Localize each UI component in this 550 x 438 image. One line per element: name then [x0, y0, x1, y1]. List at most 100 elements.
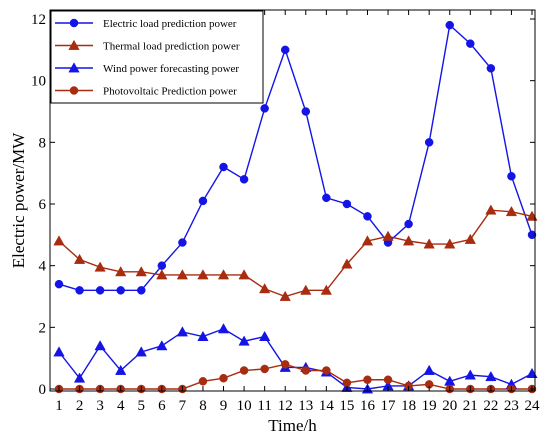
data-point	[300, 284, 312, 295]
data-point	[424, 138, 434, 147]
data-point	[115, 266, 127, 277]
x-tick-label: 6	[158, 398, 166, 414]
legend-entry-label: Photovoltaic Prediction power	[103, 86, 237, 98]
data-point	[137, 286, 146, 295]
data-point	[95, 286, 105, 295]
data-point	[116, 286, 125, 295]
data-point	[198, 377, 208, 386]
data-point	[361, 235, 374, 246]
data-point	[197, 330, 209, 341]
data-point	[73, 253, 86, 264]
legend-marker	[69, 86, 79, 95]
data-point	[444, 238, 456, 249]
data-point	[279, 290, 291, 301]
legend-marker	[68, 62, 80, 73]
y-tick-label: 8	[39, 135, 47, 151]
x-tick-label: 18	[401, 398, 416, 414]
data-point	[301, 366, 311, 375]
data-point	[445, 20, 454, 30]
data-point	[178, 238, 187, 247]
data-point	[404, 219, 413, 229]
legend-entry-label: Thermal load prediction power	[103, 41, 240, 53]
data-point	[402, 235, 415, 246]
data-point	[176, 269, 189, 280]
data-point	[239, 366, 249, 375]
data-point	[197, 269, 209, 280]
x-tick-label: 24	[525, 398, 541, 414]
data-point	[135, 346, 147, 357]
y-axis-label: Electric power/MW	[9, 132, 28, 268]
data-point	[176, 326, 189, 337]
y-tick-label: 2	[39, 320, 47, 336]
x-tick-label: 10	[237, 398, 252, 414]
y-tick-label: 4	[39, 259, 47, 275]
data-point	[54, 279, 64, 289]
x-tick-label: 20	[442, 398, 457, 414]
data-point	[280, 45, 290, 55]
data-point	[156, 340, 168, 351]
data-point	[301, 107, 311, 116]
plot-frame	[49, 9, 536, 392]
data-point	[239, 175, 249, 184]
data-point	[382, 230, 394, 241]
data-point	[527, 230, 537, 240]
data-point	[464, 233, 476, 244]
data-point	[156, 269, 168, 280]
x-tick-label: 15	[339, 398, 354, 414]
data-point	[322, 366, 331, 375]
series-line-4	[59, 363, 532, 390]
data-point	[342, 199, 352, 209]
x-tick-label: 12	[278, 398, 293, 414]
data-point	[115, 364, 127, 375]
data-point	[219, 162, 228, 172]
data-point	[280, 360, 290, 369]
x-tick-label: 7	[179, 398, 187, 414]
x-tick-label: 21	[463, 398, 478, 414]
legend-entry-label: Electric load prediction power	[103, 18, 237, 30]
legend-entry-label: Wind power forecasting power	[103, 63, 239, 75]
data-point	[259, 283, 271, 294]
data-point	[423, 238, 435, 249]
data-point	[466, 39, 475, 48]
series-line-2	[58, 209, 533, 298]
data-point	[75, 286, 84, 295]
y-tick-label: 10	[31, 74, 46, 90]
x-tick-label: 9	[220, 398, 228, 414]
data-point	[73, 372, 86, 383]
data-point	[198, 196, 208, 206]
data-point	[53, 346, 65, 357]
data-point	[363, 375, 372, 384]
y-tick-label: 0	[39, 382, 47, 398]
data-point	[259, 330, 271, 341]
data-point	[94, 340, 106, 351]
data-point	[526, 367, 538, 378]
x-tick-label: 19	[422, 398, 437, 414]
data-point	[505, 205, 518, 217]
x-tick-label: 8	[199, 398, 207, 414]
legend-marker	[68, 39, 80, 50]
y-tick-label: 6	[39, 197, 47, 213]
data-point	[260, 104, 269, 113]
data-point	[320, 284, 332, 295]
data-point	[94, 261, 106, 272]
data-point	[238, 269, 250, 280]
data-point	[53, 235, 65, 246]
series-line-3	[58, 328, 533, 390]
x-axis-label: Time/h	[268, 416, 317, 435]
data-point	[135, 266, 147, 277]
x-tick-label: 1	[55, 398, 63, 414]
legend: Electric load prediction power Thermal lo…	[50, 10, 264, 104]
data-point	[485, 204, 497, 215]
data-point	[507, 172, 516, 181]
x-tick-label: 13	[298, 398, 313, 414]
x-tick-label: 4	[117, 398, 125, 414]
x-tick-label: 2	[76, 398, 84, 414]
x-tick-label: 22	[483, 398, 498, 414]
y-tick-label: 12	[31, 12, 46, 28]
data-point	[464, 369, 476, 380]
data-point	[485, 370, 497, 382]
data-point	[322, 193, 331, 203]
x-tick-label: 3	[96, 398, 104, 414]
data-point	[157, 261, 167, 270]
